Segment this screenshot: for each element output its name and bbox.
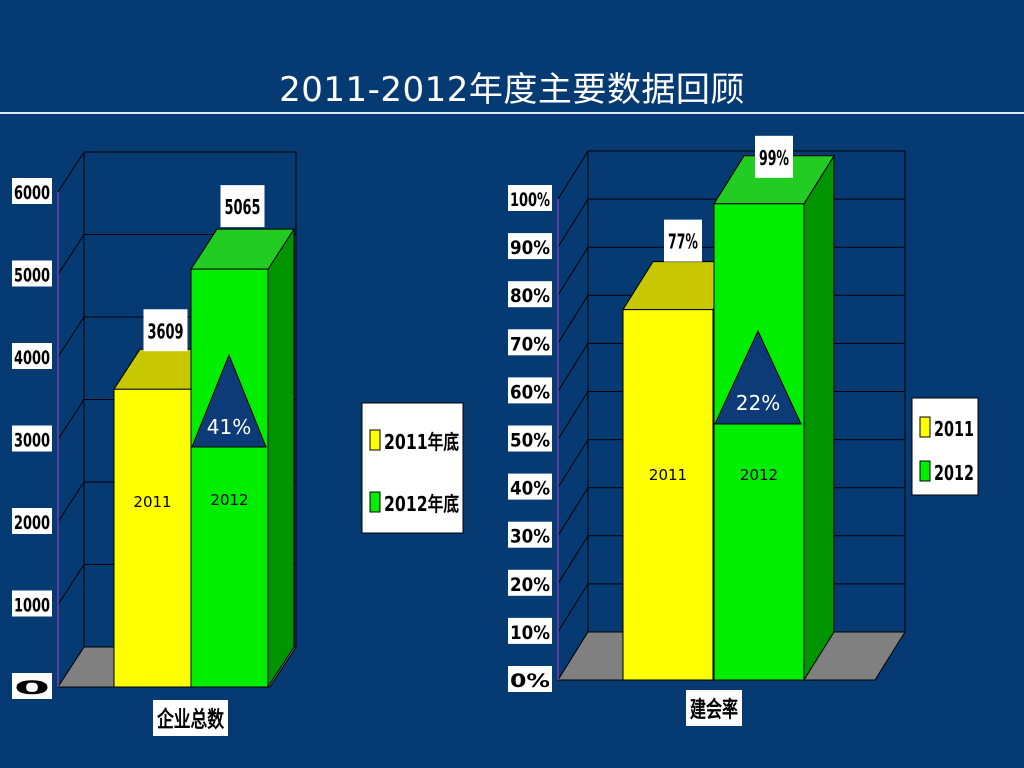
data-label: 99% — [759, 146, 789, 170]
side-wall-gridline — [57, 399, 85, 440]
y-tick-label: 1000 — [14, 595, 50, 617]
y-tick-label: 20% — [510, 574, 550, 596]
y-tick-box — [508, 281, 552, 308]
y-tick-box — [508, 617, 552, 644]
legend-label: 2011 — [934, 417, 974, 441]
y-tick-label: 70% — [510, 333, 550, 355]
chart-enterprise-total: 0 1000 2000 3000 4000 5000 6000 3609 2011 5065 201… — [12, 151, 464, 736]
side-wall-gridline — [57, 234, 85, 275]
side-wall-gridline — [557, 246, 589, 296]
y-tick-label: 50% — [510, 430, 550, 452]
bar-year-label: 2012 — [210, 491, 248, 509]
y-tick-box — [12, 260, 52, 287]
y-tick-box — [508, 521, 552, 548]
y-tick-label: 4000 — [14, 347, 50, 369]
chart-union-rate: 0% 10% 20% 30% 40% 50% 60% 70% 80% 90% 100% 77% 2011… — [508, 135, 979, 726]
side-wall-gridline — [557, 439, 589, 488]
growth-label: 22% — [736, 391, 780, 415]
y-tick-label: 5000 — [14, 265, 50, 287]
legend-box — [361, 402, 464, 534]
side-wall-gridline — [57, 481, 85, 523]
y-tick-label: 80% — [510, 285, 550, 307]
side-wall-gridline — [557, 535, 589, 585]
y-tick-label: 30% — [510, 526, 550, 548]
y-tick-box — [12, 673, 52, 699]
y-tick-box — [508, 569, 552, 596]
y-tick-box — [508, 233, 552, 260]
legend-swatch — [919, 416, 931, 438]
y-tick-box — [508, 377, 552, 404]
y-tick-box — [508, 329, 552, 356]
side-wall-gridline — [557, 343, 589, 392]
y-tick-box — [12, 590, 52, 617]
y-tick-box — [12, 178, 52, 204]
y-tick-box — [12, 425, 52, 452]
value-label-box — [664, 219, 702, 262]
legend-label: 2011年底 — [384, 430, 459, 454]
y-tick-label: 0 — [14, 677, 50, 699]
y-tick-label: 90% — [510, 237, 550, 259]
bar-year-label: 2011 — [649, 466, 687, 484]
title-divider — [0, 112, 1024, 114]
legend-swatch — [369, 491, 381, 513]
side-wall-gridline — [57, 564, 85, 605]
legend-swatch — [919, 460, 931, 482]
y-tick-label: 40% — [510, 478, 550, 500]
bar-year-label: 2012 — [740, 466, 778, 484]
y-tick-label: 6000 — [14, 182, 50, 204]
bar-side-2012年底 — [267, 227, 295, 689]
growth-triangle — [191, 353, 267, 448]
y-tick-label: 3000 — [14, 430, 50, 452]
growth-triangle — [714, 329, 802, 425]
data-label: 77% — [668, 230, 698, 254]
data-label: 3609 — [148, 319, 184, 343]
value-label-box — [143, 309, 188, 352]
legend-swatch — [369, 429, 381, 451]
side-wall-gridline — [557, 583, 589, 633]
growth-label: 41% — [207, 415, 251, 439]
y-tick-box — [12, 343, 52, 369]
y-tick-box — [508, 425, 552, 452]
y-tick-label: 60% — [510, 381, 550, 403]
y-tick-box — [12, 508, 52, 534]
bar-side-2012 — [803, 154, 835, 682]
y-tick-label: 100% — [510, 189, 550, 211]
side-wall-gridline — [557, 487, 589, 536]
side-wall-gridline — [57, 151, 85, 193]
y-tick-label: 0% — [510, 670, 550, 692]
y-tick-box — [508, 666, 552, 692]
category-label: 企业总数 — [156, 707, 225, 733]
value-label-box — [755, 135, 793, 178]
slide-title: 2011-2012年度主要数据回顾 — [279, 70, 745, 110]
category-label-box — [153, 700, 228, 736]
side-wall-gridline — [557, 150, 589, 200]
bar-2011年底 — [113, 388, 192, 688]
side-wall-gridline — [57, 316, 85, 358]
bar-2011 — [622, 309, 714, 681]
bar-year-label: 2011 — [133, 493, 171, 511]
legend-label: 2012年底 — [384, 492, 459, 516]
category-label: 建会率 — [690, 697, 738, 723]
y-tick-label: 2000 — [14, 512, 50, 534]
bar-2012年底 — [190, 268, 269, 688]
legend-label: 2012 — [934, 461, 974, 485]
y-tick-box — [508, 473, 552, 500]
y-tick-box — [508, 185, 552, 211]
bar-2012 — [713, 203, 805, 681]
side-wall-gridline — [557, 391, 589, 440]
category-label-box — [686, 690, 742, 726]
side-wall-gridline — [557, 198, 589, 248]
side-wall-gridline — [557, 295, 589, 344]
y-tick-label: 10% — [510, 622, 550, 644]
data-label: 5065 — [225, 195, 261, 219]
value-label-box — [220, 185, 265, 228]
